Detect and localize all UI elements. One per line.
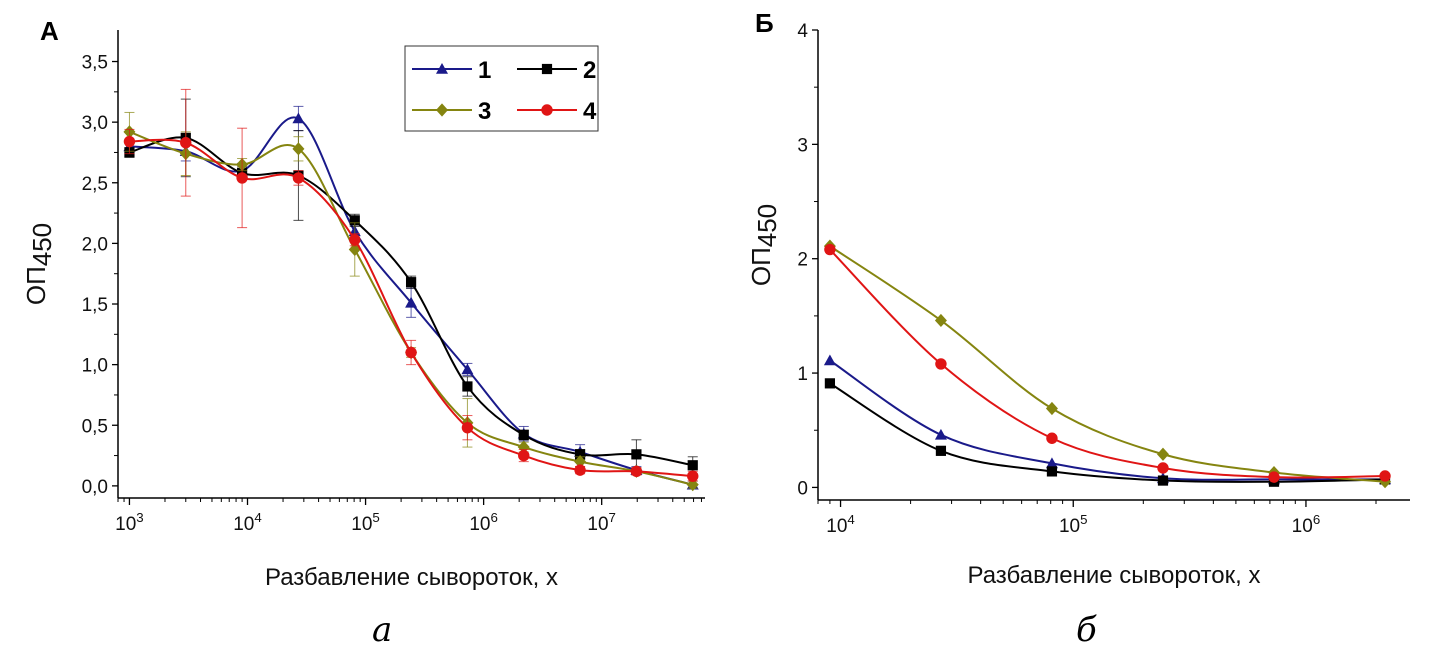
series-line <box>829 382 1386 483</box>
caption-b: б <box>1076 610 1097 650</box>
data-point-square <box>462 381 473 392</box>
data-point-circle <box>292 172 305 184</box>
data-point-triangle <box>934 428 947 440</box>
y-tick-label: 0 <box>797 478 808 499</box>
series-4 <box>123 88 699 482</box>
data-point-square <box>349 215 360 226</box>
y-tick-label: 0,0 <box>82 477 108 498</box>
data-point-square <box>1157 475 1169 486</box>
y-tick-label: 2,5 <box>82 174 108 195</box>
data-point-circle <box>630 465 643 478</box>
legend-label: 4 <box>583 98 597 125</box>
data-point-circle <box>349 234 361 246</box>
y-tick-label: 4 <box>797 21 808 42</box>
y-axis-label: ОП450 <box>21 223 57 305</box>
series-2 <box>824 378 1391 487</box>
y-tick-label: 0,5 <box>82 416 108 437</box>
data-point-circle <box>123 135 136 148</box>
data-point-circle <box>574 464 586 476</box>
data-point-diamond <box>934 313 947 328</box>
data-point-circle <box>687 470 699 482</box>
data-point-triangle <box>823 354 836 366</box>
data-point-circle <box>405 346 417 359</box>
data-point-circle <box>518 449 530 462</box>
chart-panel-1: 0,0 0,5 1,0 1,5 2,0 2,5 3,0 3,5 103 104 105 106 107 Р… <box>21 16 705 591</box>
data-point-circle <box>824 243 836 256</box>
data-point-square <box>405 277 417 288</box>
legend-box <box>404 45 599 132</box>
data-point-diamond <box>292 142 305 156</box>
data-point-square <box>687 460 698 471</box>
data-point-square <box>574 449 586 460</box>
data-point-circle <box>1268 471 1280 483</box>
data-point-diamond <box>574 455 587 469</box>
x-tick-label: 103 <box>115 510 144 535</box>
legend-marker-circle <box>541 104 553 116</box>
series-1 <box>123 105 699 490</box>
legend-item-2: 2 <box>517 57 596 84</box>
series-4 <box>824 243 1391 483</box>
series-1 <box>823 354 1392 485</box>
series-2 <box>124 98 698 475</box>
x-tick-label: 107 <box>587 510 616 535</box>
caption-a: а <box>372 610 393 650</box>
legend-label: 2 <box>583 57 596 84</box>
data-point-circle <box>1046 432 1058 444</box>
x-axis-label: Разбавление сывороток, х <box>265 564 558 591</box>
series-line <box>829 248 1386 479</box>
data-point-diamond <box>1156 447 1169 461</box>
data-point-square <box>935 445 947 456</box>
series-line <box>829 359 1386 481</box>
x-tick-label: 105 <box>1059 512 1088 537</box>
data-point-circle <box>1157 462 1169 474</box>
panel-label: Б <box>755 8 774 38</box>
y-tick-label: 1,5 <box>82 295 108 316</box>
legend-item-1: 1 <box>412 57 491 84</box>
y-tick-label: 2,0 <box>82 234 108 255</box>
y-tick-label: 1 <box>797 364 808 385</box>
legend-label: 1 <box>478 57 491 84</box>
data-point-square <box>631 449 642 460</box>
legend-marker-diamond <box>436 103 448 117</box>
y-tick-label: 3,0 <box>82 113 108 134</box>
data-point-square <box>1046 466 1058 477</box>
data-point-diamond <box>1379 475 1392 489</box>
data-point-diamond <box>517 440 530 454</box>
data-point-circle <box>236 172 248 184</box>
y-tick-label: 1,0 <box>82 356 108 377</box>
panel-label: А <box>40 16 59 46</box>
series-3 <box>823 239 1392 489</box>
data-point-square <box>518 429 529 441</box>
y-axis-label: ОП450 <box>746 204 782 286</box>
data-point-circle <box>461 421 474 434</box>
data-point-circle <box>1379 470 1391 482</box>
x-tick-label: 105 <box>351 510 380 535</box>
data-point-circle <box>935 358 947 370</box>
data-point-circle <box>180 137 192 149</box>
legend-item-4: 4 <box>517 98 597 125</box>
x-tick-label: 104 <box>826 512 855 537</box>
y-tick-label: 3,5 <box>82 53 108 74</box>
legend: 1 2 3 4 <box>404 45 599 132</box>
y-tick-label: 3 <box>797 135 808 156</box>
y-tick-label: 2 <box>797 250 808 271</box>
x-tick-label: 106 <box>469 510 498 535</box>
x-tick-label: 106 <box>1292 512 1321 537</box>
x-axis-label: Разбавление сывороток, х <box>968 562 1261 589</box>
legend-item-3: 3 <box>412 98 491 125</box>
data-point-triangle <box>1045 457 1058 469</box>
data-point-triangle <box>405 296 418 308</box>
chart-panel-2: 0 1 2 3 4 104 105 106 Разбавление сывороток, х ОП… <box>746 8 1410 589</box>
x-tick-label: 104 <box>233 510 262 535</box>
data-point-diamond <box>1045 401 1058 416</box>
legend-label: 3 <box>478 98 491 125</box>
data-point-triangle <box>292 112 305 124</box>
data-point-triangle <box>461 363 474 375</box>
legend-marker-triangle <box>436 63 448 74</box>
series-line <box>829 245 1386 483</box>
data-point-square <box>824 378 836 389</box>
legend-marker-square <box>541 63 553 75</box>
